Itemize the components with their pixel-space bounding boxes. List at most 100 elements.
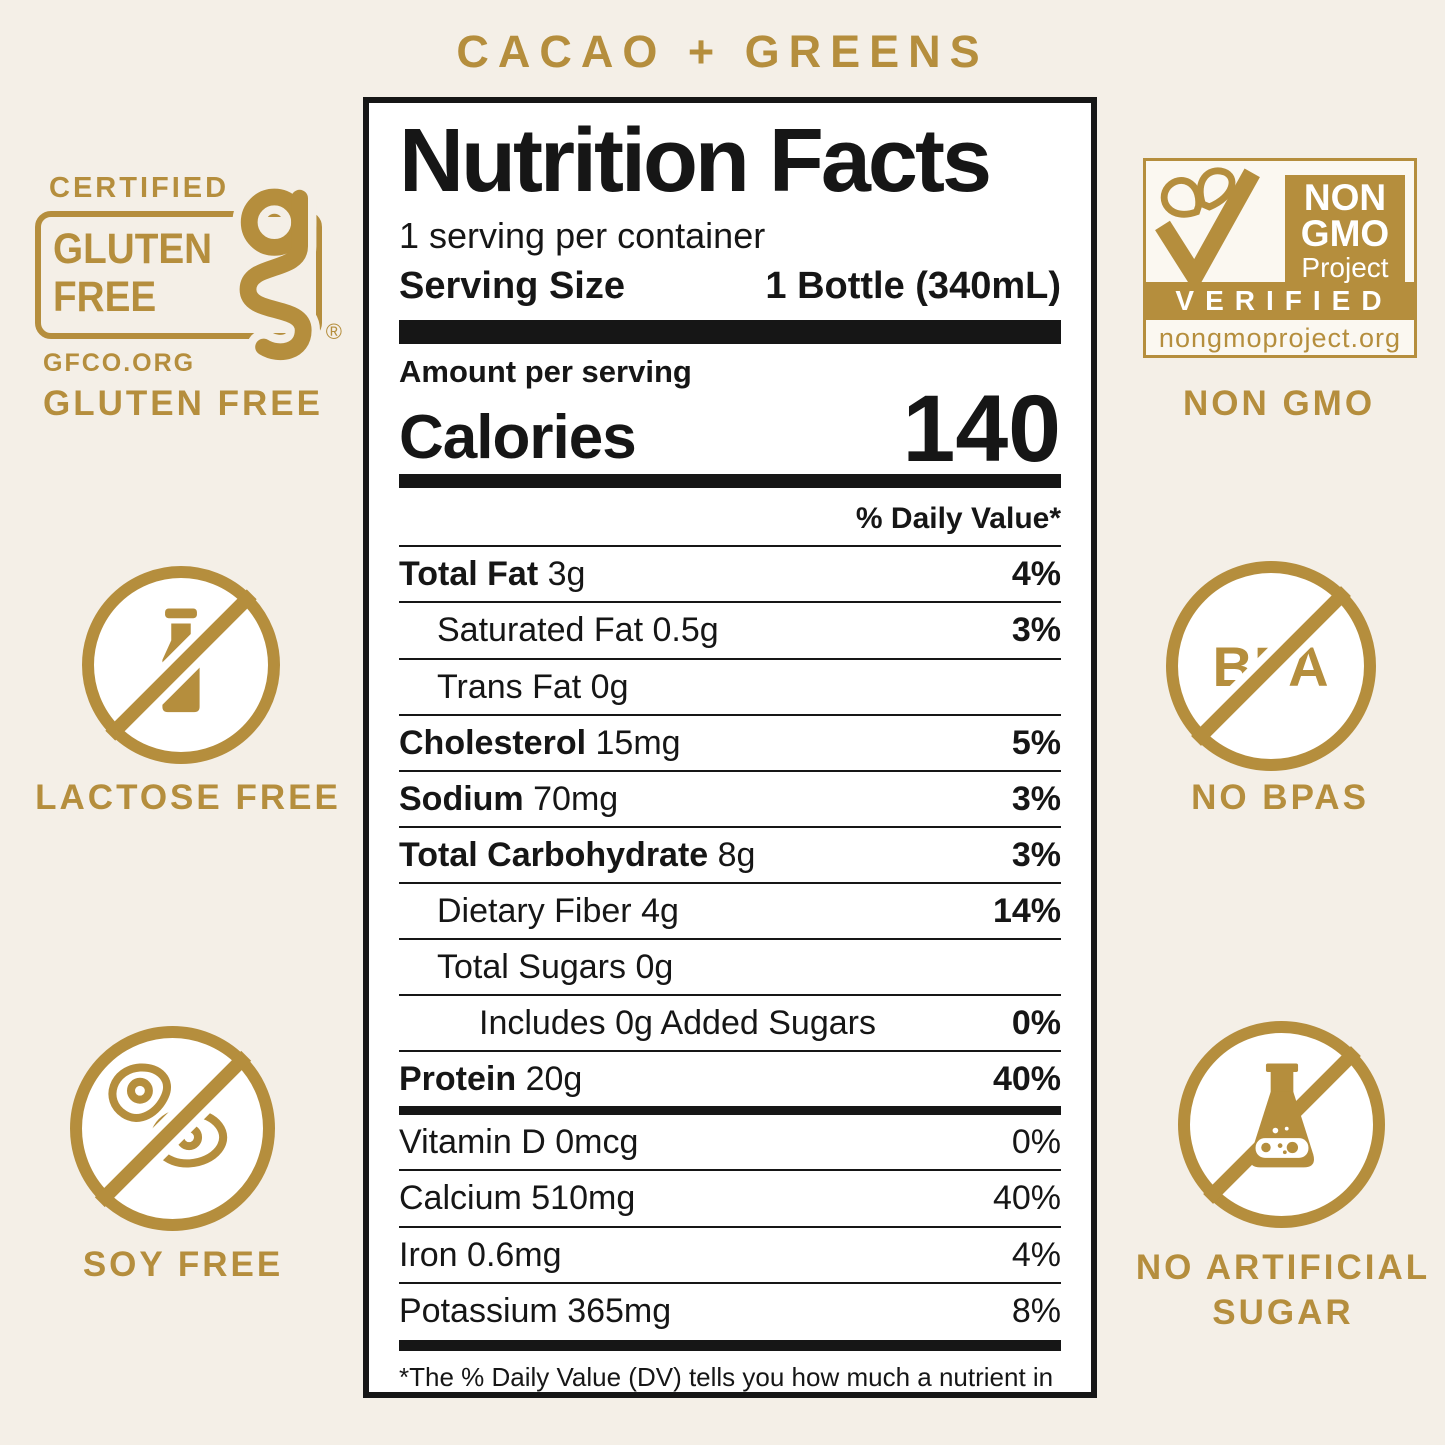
nutrient-dv: 4% bbox=[1011, 555, 1061, 594]
registered-trademark-symbol: ® bbox=[325, 319, 342, 344]
serving-size-value: 1 Bottle (340mL) bbox=[765, 265, 1061, 308]
nutrient-amount: 3g bbox=[547, 555, 586, 594]
nutrient-amount: 8g bbox=[717, 835, 756, 874]
divider-bar bbox=[399, 1339, 1061, 1351]
nutrient-label: Iron 0.6mg bbox=[399, 1235, 562, 1275]
serving-size-label: Serving Size bbox=[399, 265, 625, 308]
nutrient-label: Total Carbohydrate 8g bbox=[399, 835, 755, 875]
calories-value: 140 bbox=[902, 376, 1061, 483]
gfco-gluten-free-text: GLUTEN FREE bbox=[53, 225, 212, 321]
non-gmo-caption: NON GMO bbox=[1182, 384, 1376, 423]
non-gmo-project-badge: NON GMO Project VERIFIED nongmoproject.o… bbox=[1143, 158, 1417, 358]
nutrient-row-added-sugars: Includes 0g Added Sugars 0% bbox=[399, 994, 1061, 1050]
nutrient-amount: 20g bbox=[525, 1060, 583, 1099]
nutrient-dv: 3% bbox=[1011, 611, 1061, 650]
nutrient-row-total-carbohydrate: Total Carbohydrate 8g 3% bbox=[399, 825, 1061, 882]
nutrient-row-dietary-fiber: Dietary Fiber 4g 14% bbox=[399, 881, 1061, 938]
non-gmo-website-text: nongmoproject.org bbox=[1158, 323, 1402, 353]
daily-value-header: % Daily Value* bbox=[855, 502, 1061, 536]
nutrient-label: Cholesterol 15mg bbox=[399, 723, 681, 763]
nutrient-name: Includes 0g Added Sugars bbox=[479, 1004, 876, 1043]
nutrient-row-trans-fat: Trans Fat 0g bbox=[399, 657, 1061, 714]
nutrient-dv: 3% bbox=[1011, 779, 1061, 818]
nutrient-amount: 70mg bbox=[533, 779, 619, 818]
nutrient-name: Vitamin D bbox=[399, 1123, 546, 1162]
nutrient-name: Sodium bbox=[399, 779, 524, 818]
nutrient-row-total-fat: Total Fat 3g 4% bbox=[399, 545, 1061, 601]
non-gmo-word-project: Project bbox=[1301, 251, 1389, 283]
gfco-org-text: GFCO.ORG bbox=[43, 349, 196, 377]
gfco-certified-text: CERTIFIED bbox=[49, 172, 230, 204]
non-gmo-verified-bar: VERIFIED bbox=[1146, 282, 1414, 320]
nutrient-amount: 0.6mg bbox=[467, 1235, 562, 1274]
nutrient-dv: 8% bbox=[1011, 1291, 1061, 1330]
nutrient-row-saturated-fat: Saturated Fat 0.5g 3% bbox=[399, 601, 1061, 657]
nutrient-rows: Total Fat 3g 4% Saturated Fat 0.5g 3% Tr… bbox=[399, 545, 1061, 1106]
calories-row: Calories 140 bbox=[399, 376, 1061, 483]
nutrient-dv: 3% bbox=[1011, 835, 1061, 874]
calories-label: Calories bbox=[399, 403, 637, 473]
nutrient-name: Calcium bbox=[399, 1179, 522, 1218]
daily-value-footnote: *The % Daily Value (DV) tells you how mu… bbox=[399, 1361, 1054, 1392]
nutrient-amount: 15mg bbox=[595, 723, 681, 762]
chemistry-flask-icon bbox=[1230, 1063, 1334, 1186]
nutrient-label: Protein 20g bbox=[399, 1059, 582, 1099]
nutrient-dv: 4% bbox=[1011, 1235, 1061, 1274]
nutrient-label: Includes 0g Added Sugars bbox=[399, 1003, 876, 1043]
nutrient-label: Potassium 365mg bbox=[399, 1291, 671, 1331]
gfco-word-free: FREE bbox=[53, 273, 157, 322]
nutrient-dv: 40% bbox=[992, 1060, 1061, 1099]
certified-gluten-free-badge: CERTIFIED GLUTEN FREE ® GFCO.ORG bbox=[35, 172, 342, 378]
nutrient-row-protein: Protein 20g 40% bbox=[399, 1050, 1061, 1106]
nutrient-name: Total Sugars bbox=[437, 948, 626, 987]
product-flavor-title: CACAO + GREENS bbox=[456, 26, 989, 77]
non-gmo-badge-top: NON GMO Project bbox=[1146, 161, 1414, 294]
nutrient-name: Cholesterol bbox=[399, 723, 587, 762]
nutrient-amount: 0g bbox=[590, 667, 629, 706]
nutrient-label: Vitamin D 0mcg bbox=[399, 1122, 638, 1162]
gfco-word-gluten: GLUTEN bbox=[53, 225, 213, 273]
nutrient-dv: 0% bbox=[1011, 1004, 1061, 1043]
nutrient-dv: 0% bbox=[1011, 1123, 1061, 1162]
nutrient-dv: 5% bbox=[1011, 723, 1061, 762]
nutrient-amount: 0.5g bbox=[652, 611, 719, 650]
no-artificial-sugar-caption: NO ARTIFICIAL SUGAR bbox=[1135, 1248, 1431, 1332]
nutrient-dv: 14% bbox=[992, 891, 1061, 930]
vitamin-row-iron: Iron 0.6mg 4% bbox=[399, 1225, 1061, 1282]
nutrient-name: Trans Fat bbox=[437, 667, 582, 706]
vitamin-row-vitamin-d: Vitamin D 0mcg 0% bbox=[399, 1115, 1061, 1169]
nutrition-facts-panel: Nutrition Facts 1 serving per container … bbox=[363, 97, 1097, 1398]
soy-free-badge bbox=[70, 1026, 275, 1231]
nutrient-dv: 40% bbox=[992, 1179, 1061, 1218]
soy-free-caption: SOY FREE bbox=[82, 1245, 284, 1284]
nutrient-name: Saturated Fat bbox=[437, 611, 644, 650]
non-gmo-word-non: NON bbox=[1303, 177, 1387, 218]
nutrition-facts-heading: Nutrition Facts bbox=[399, 111, 992, 211]
vitamin-row-calcium: Calcium 510mg 40% bbox=[399, 1169, 1061, 1225]
non-gmo-project-block: NON GMO Project bbox=[1285, 175, 1405, 282]
no-artificial-sugar-badge bbox=[1178, 1021, 1385, 1228]
nutrient-row-total-sugars: Total Sugars 0g bbox=[399, 938, 1061, 994]
nutrient-amount: 0mcg bbox=[555, 1123, 639, 1162]
nutrient-label: Calcium 510mg bbox=[399, 1178, 635, 1218]
nutrient-row-cholesterol: Cholesterol 15mg 5% bbox=[399, 713, 1061, 770]
gfco-g-logo-icon bbox=[212, 179, 332, 371]
nutrient-name: Total Carbohydrate bbox=[399, 835, 709, 874]
nutrient-amount: 0g bbox=[635, 948, 674, 987]
nutrient-label: Dietary Fiber 4g bbox=[399, 891, 679, 931]
nutrient-amount: 4g bbox=[641, 891, 679, 930]
nutrient-label: Total Fat 3g bbox=[399, 554, 585, 594]
nutrient-name: Iron bbox=[399, 1235, 458, 1274]
nutrient-name: Potassium bbox=[399, 1291, 558, 1330]
nutrient-amount: 365mg bbox=[567, 1291, 672, 1330]
amount-per-serving-label: Amount per serving bbox=[399, 354, 692, 390]
serving-size-row: Serving Size 1 Bottle (340mL) bbox=[399, 265, 1061, 308]
nutrient-amount: 510mg bbox=[531, 1179, 636, 1218]
nutrient-label: Sodium 70mg bbox=[399, 779, 618, 819]
nutrient-row-sodium: Sodium 70mg 3% bbox=[399, 769, 1061, 826]
no-bpa-caption: NO BPAS bbox=[1191, 778, 1369, 817]
nutrient-label: Saturated Fat 0.5g bbox=[399, 610, 719, 650]
lactose-free-badge bbox=[82, 566, 280, 764]
nutrient-label: Total Sugars 0g bbox=[399, 947, 673, 987]
